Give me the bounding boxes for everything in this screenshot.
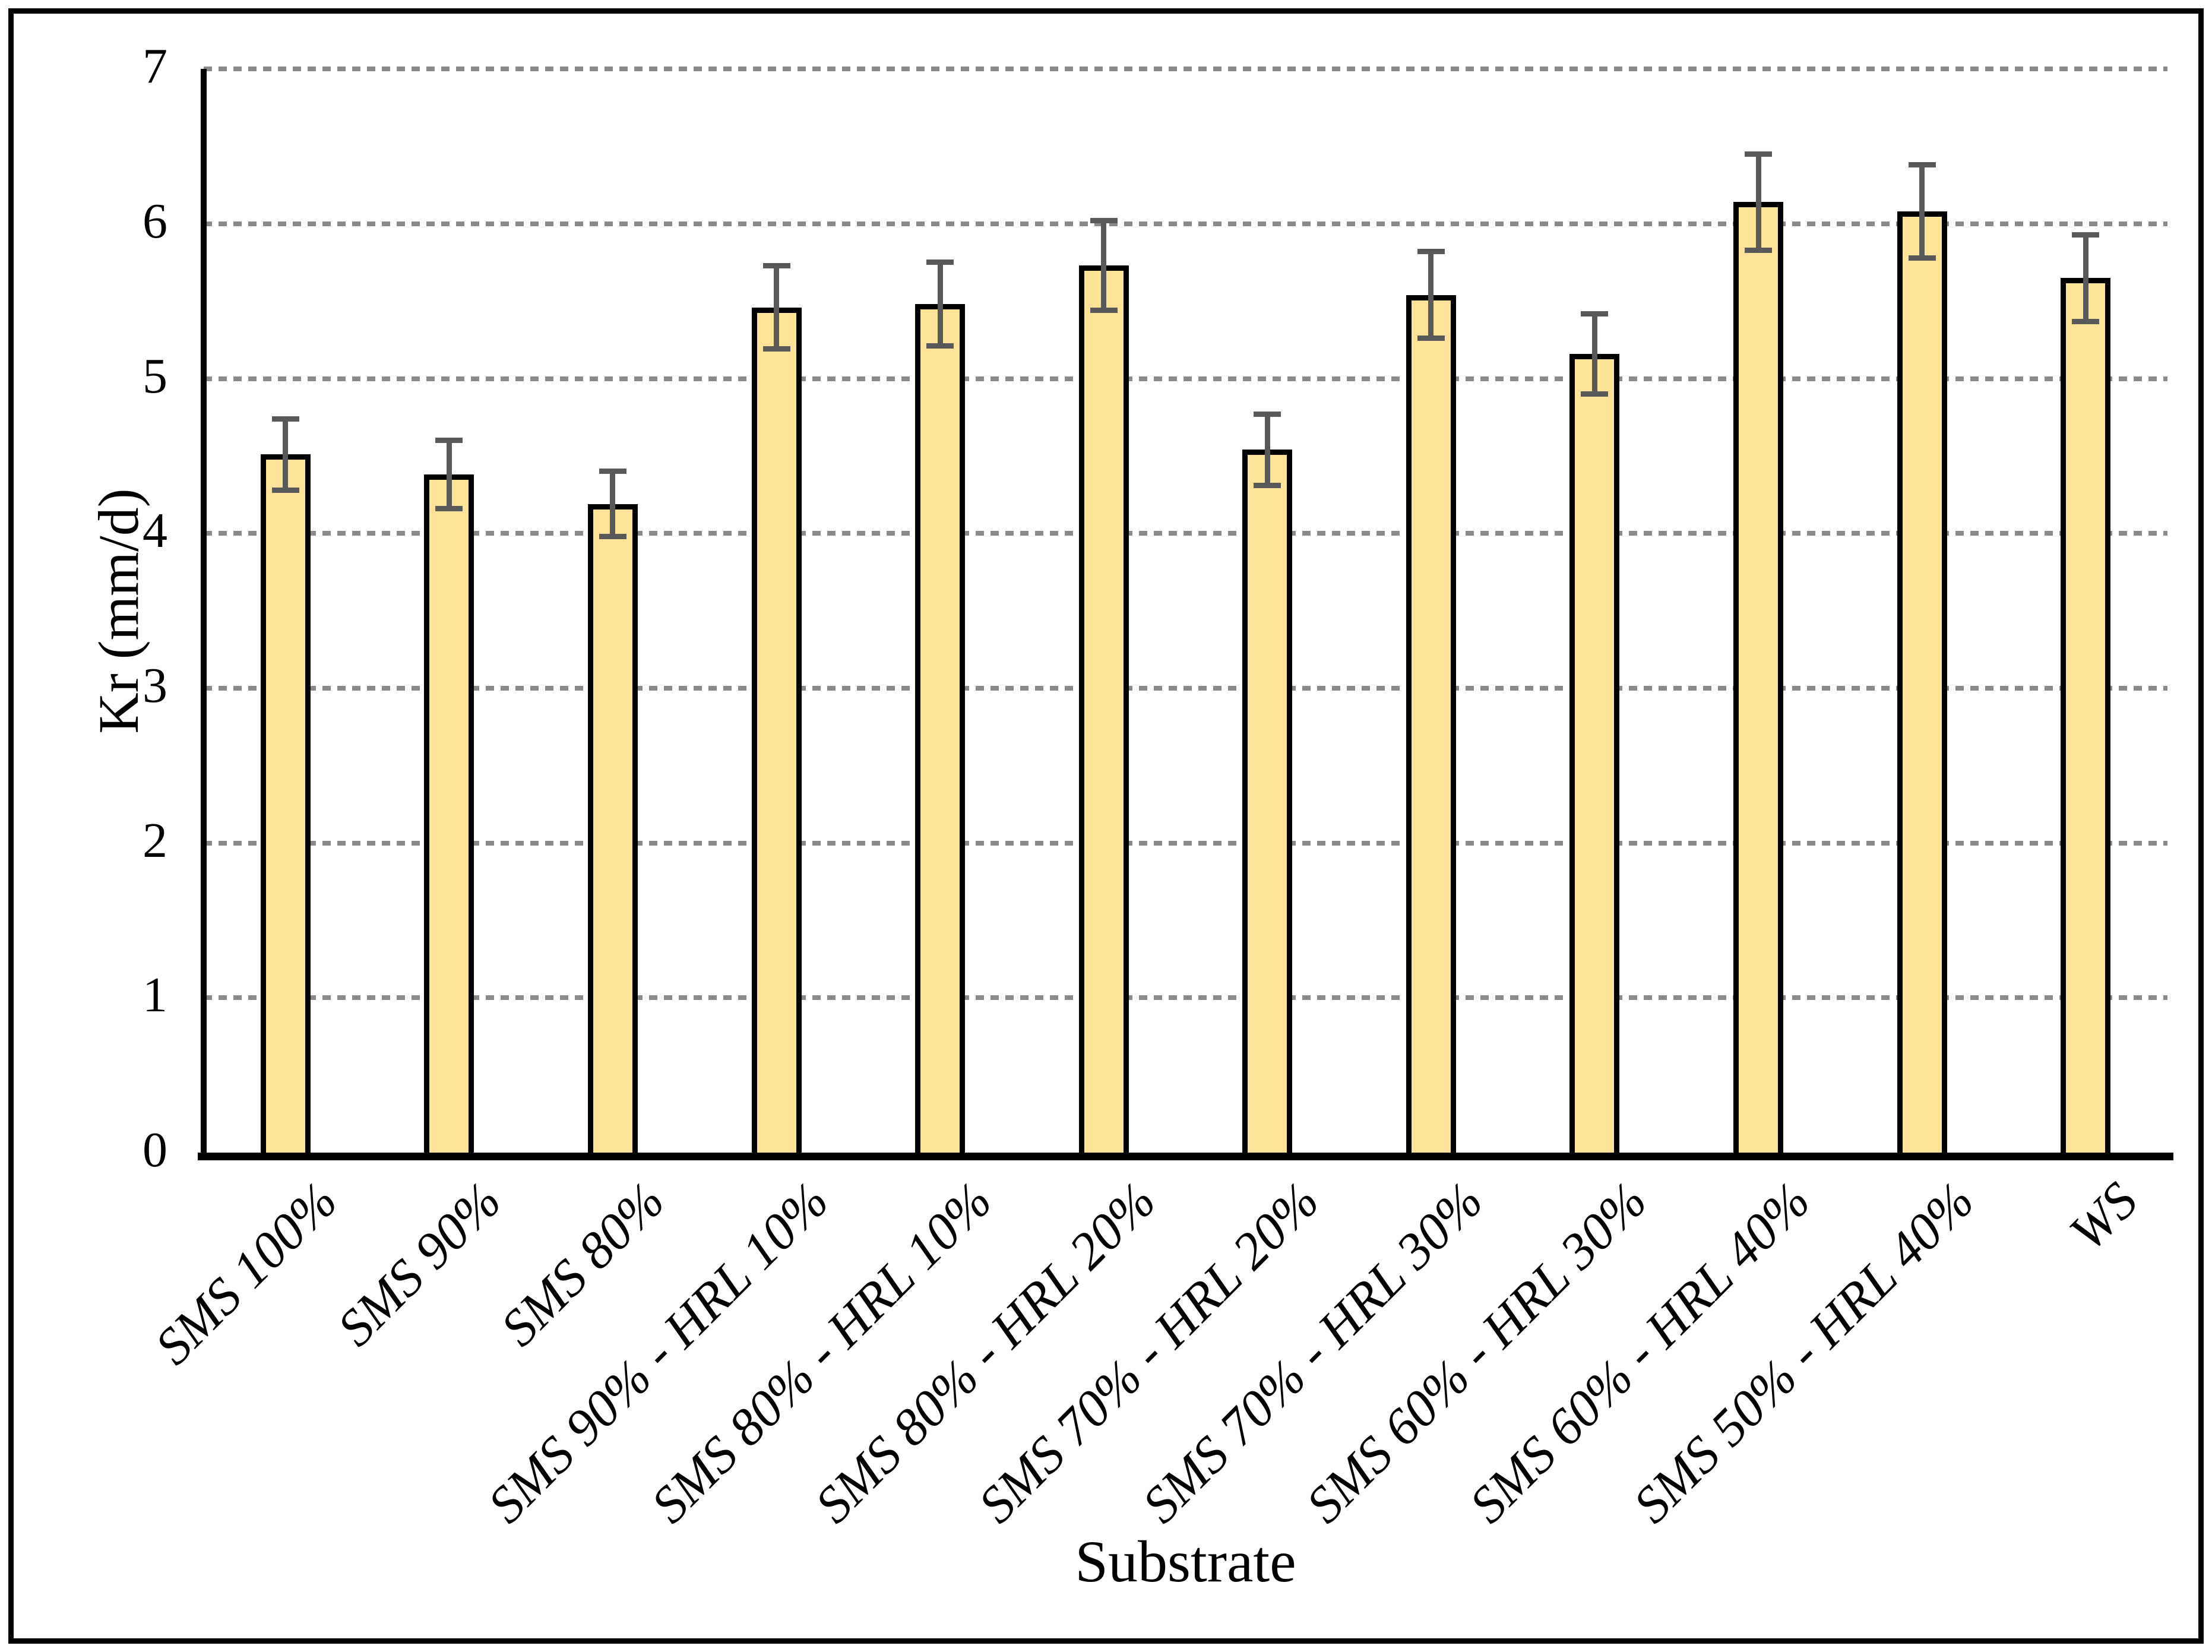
gridline-y7: [204, 67, 2167, 72]
error-bar-bottom-cap-7: [1254, 482, 1281, 488]
error-bar-stem-5: [937, 262, 943, 346]
error-bar-bottom-cap-12: [2072, 318, 2100, 324]
error-bar-bottom-cap-5: [926, 343, 954, 349]
error-bar-stem-1: [283, 419, 289, 490]
error-bar-top-cap-6: [1090, 218, 1118, 224]
gridline-y1: [204, 995, 2167, 1001]
error-bar-bottom-cap-1: [271, 487, 299, 493]
y-axis-line: [201, 69, 207, 1160]
y-axis-tick-label-1: 1: [143, 967, 167, 1023]
error-bar-stem-10: [1755, 154, 1761, 251]
gridline-y2: [204, 840, 2167, 846]
bar-11: [1897, 211, 1947, 1153]
bar-8: [1406, 295, 1456, 1153]
error-bar-stem-3: [610, 471, 616, 537]
bar-9: [1569, 353, 1620, 1153]
error-bar-top-cap-8: [1417, 249, 1445, 255]
error-bar-top-cap-1: [271, 416, 299, 422]
error-bar-bottom-cap-6: [1090, 308, 1118, 314]
error-bar-top-cap-12: [2072, 232, 2100, 238]
y-axis-tick-label-6: 6: [143, 193, 167, 249]
y-axis-tick-label-7: 7: [143, 39, 167, 94]
error-bar-bottom-cap-3: [599, 533, 626, 539]
y-axis-title: Kr (mm/d): [87, 488, 150, 734]
error-bar-top-cap-10: [1745, 151, 1773, 157]
error-bar-stem-8: [1428, 251, 1434, 338]
error-bar-bottom-cap-10: [1745, 247, 1773, 253]
error-bar-stem-2: [446, 440, 452, 509]
y-axis-tick-label-5: 5: [143, 348, 167, 404]
bar-4: [751, 307, 802, 1153]
x-axis-title: Substrate: [1075, 1528, 1296, 1594]
y-axis-tick-label-4: 4: [143, 503, 167, 559]
bar-2: [424, 474, 474, 1153]
error-bar-stem-12: [2083, 235, 2088, 322]
y-axis-tick-label-3: 3: [143, 657, 167, 713]
bar-10: [1733, 202, 1784, 1153]
error-bar-top-cap-7: [1254, 411, 1281, 417]
error-bar-bottom-cap-9: [1581, 391, 1609, 397]
error-bar-bottom-cap-8: [1417, 336, 1445, 341]
y-axis-tick-label-2: 2: [143, 812, 167, 868]
bar-3: [587, 504, 638, 1153]
gridline-y6: [204, 221, 2167, 226]
gridline-y4: [204, 531, 2167, 536]
bar-7: [1242, 450, 1293, 1153]
error-bar-bottom-cap-2: [435, 505, 463, 511]
error-bar-top-cap-11: [1908, 162, 1936, 168]
error-bar-top-cap-4: [762, 262, 790, 268]
bar-5: [915, 304, 966, 1153]
figure-border: [8, 8, 2204, 1644]
bar-12: [2061, 278, 2111, 1153]
error-bar-stem-4: [774, 265, 780, 349]
error-bar-stem-7: [1264, 414, 1270, 486]
error-bar-stem-9: [1591, 314, 1597, 394]
error-bar-top-cap-2: [435, 438, 463, 444]
error-bar-stem-11: [1919, 164, 1925, 258]
gridline-y5: [204, 376, 2167, 381]
bar-6: [1078, 265, 1129, 1153]
bar-1: [260, 454, 311, 1153]
error-bar-stem-6: [1101, 220, 1107, 311]
y-axis-tick-label-0: 0: [143, 1122, 167, 1178]
x-axis-line: [198, 1153, 2173, 1160]
gridline-y3: [204, 685, 2167, 691]
error-bar-top-cap-5: [926, 259, 954, 265]
error-bar-top-cap-9: [1581, 311, 1609, 317]
error-bar-top-cap-3: [599, 469, 626, 474]
error-bar-bottom-cap-4: [762, 346, 790, 352]
error-bar-bottom-cap-11: [1908, 255, 1936, 261]
